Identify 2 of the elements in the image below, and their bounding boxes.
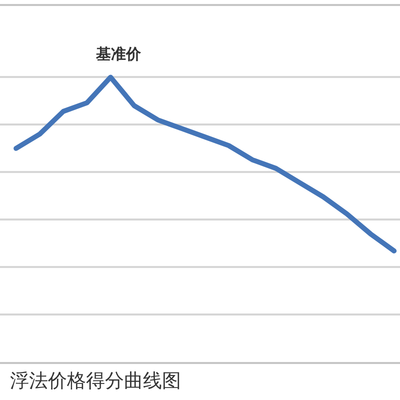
annotation: 基准价 [95, 45, 142, 63]
text: 浮法价格得分曲线图 [10, 370, 181, 392]
